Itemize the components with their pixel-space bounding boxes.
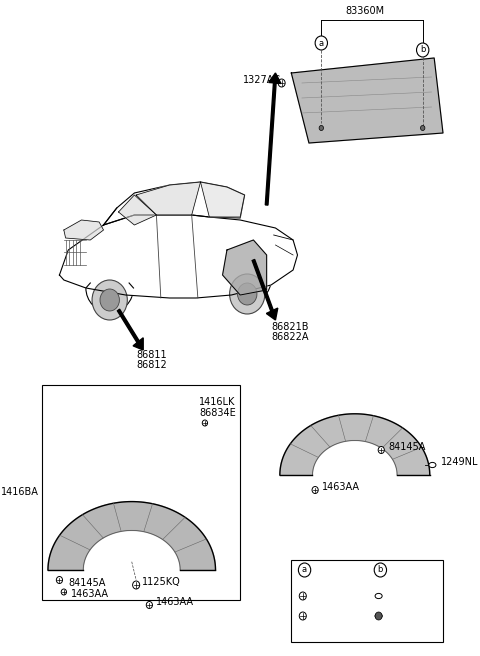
Circle shape (238, 283, 257, 305)
Circle shape (420, 125, 425, 131)
Text: 84145A: 84145A (68, 578, 106, 588)
Circle shape (299, 612, 306, 620)
Text: b: b (378, 565, 383, 575)
Text: 86811: 86811 (136, 350, 167, 360)
Circle shape (378, 447, 384, 453)
Text: 86822A: 86822A (271, 332, 309, 342)
Ellipse shape (375, 594, 382, 598)
Circle shape (229, 274, 265, 314)
Text: 1416LK: 1416LK (199, 397, 236, 407)
Ellipse shape (429, 462, 436, 468)
Text: 1043EA: 1043EA (317, 593, 354, 603)
Text: 84219E: 84219E (393, 613, 430, 623)
Circle shape (202, 420, 207, 426)
Circle shape (56, 577, 62, 583)
Text: 83360M: 83360M (346, 6, 385, 16)
Circle shape (299, 563, 311, 577)
Text: 86812: 86812 (136, 360, 167, 370)
Text: 1125KQ: 1125KQ (142, 577, 181, 587)
Text: 1463AA: 1463AA (71, 589, 109, 599)
Polygon shape (252, 259, 278, 320)
Polygon shape (201, 182, 245, 217)
Text: 86834E: 86834E (199, 408, 236, 418)
Polygon shape (291, 58, 443, 143)
Circle shape (132, 581, 140, 589)
Text: 1327AC: 1327AC (243, 75, 281, 85)
Circle shape (61, 589, 67, 595)
Polygon shape (118, 309, 143, 350)
Text: b: b (420, 45, 425, 54)
Text: 1463AA: 1463AA (156, 597, 193, 607)
Text: 1463AA: 1463AA (322, 482, 360, 492)
Circle shape (100, 289, 120, 311)
Text: 84145A: 84145A (388, 442, 426, 452)
Polygon shape (265, 73, 281, 205)
Text: 1249NL: 1249NL (441, 457, 479, 467)
Ellipse shape (375, 613, 382, 619)
Text: 86821B: 86821B (271, 322, 309, 332)
Text: a: a (302, 565, 307, 575)
Circle shape (374, 563, 386, 577)
Circle shape (315, 36, 327, 50)
Text: 1042AA: 1042AA (317, 613, 355, 623)
Circle shape (299, 592, 306, 600)
Circle shape (319, 125, 324, 131)
Circle shape (375, 612, 382, 620)
Text: 1416BA: 1416BA (1, 487, 39, 497)
Circle shape (417, 43, 429, 57)
Polygon shape (136, 182, 201, 215)
Polygon shape (48, 502, 216, 570)
Polygon shape (223, 240, 266, 295)
Circle shape (278, 79, 285, 87)
Circle shape (92, 280, 127, 320)
Text: 84220U: 84220U (393, 593, 431, 603)
Polygon shape (60, 215, 298, 298)
Polygon shape (104, 182, 245, 225)
Circle shape (146, 602, 153, 609)
Bar (42, 385, 240, 600)
Bar (291, 560, 443, 642)
Polygon shape (64, 220, 104, 240)
Polygon shape (280, 414, 430, 475)
Circle shape (312, 487, 318, 493)
Text: a: a (319, 39, 324, 47)
Polygon shape (119, 195, 156, 225)
